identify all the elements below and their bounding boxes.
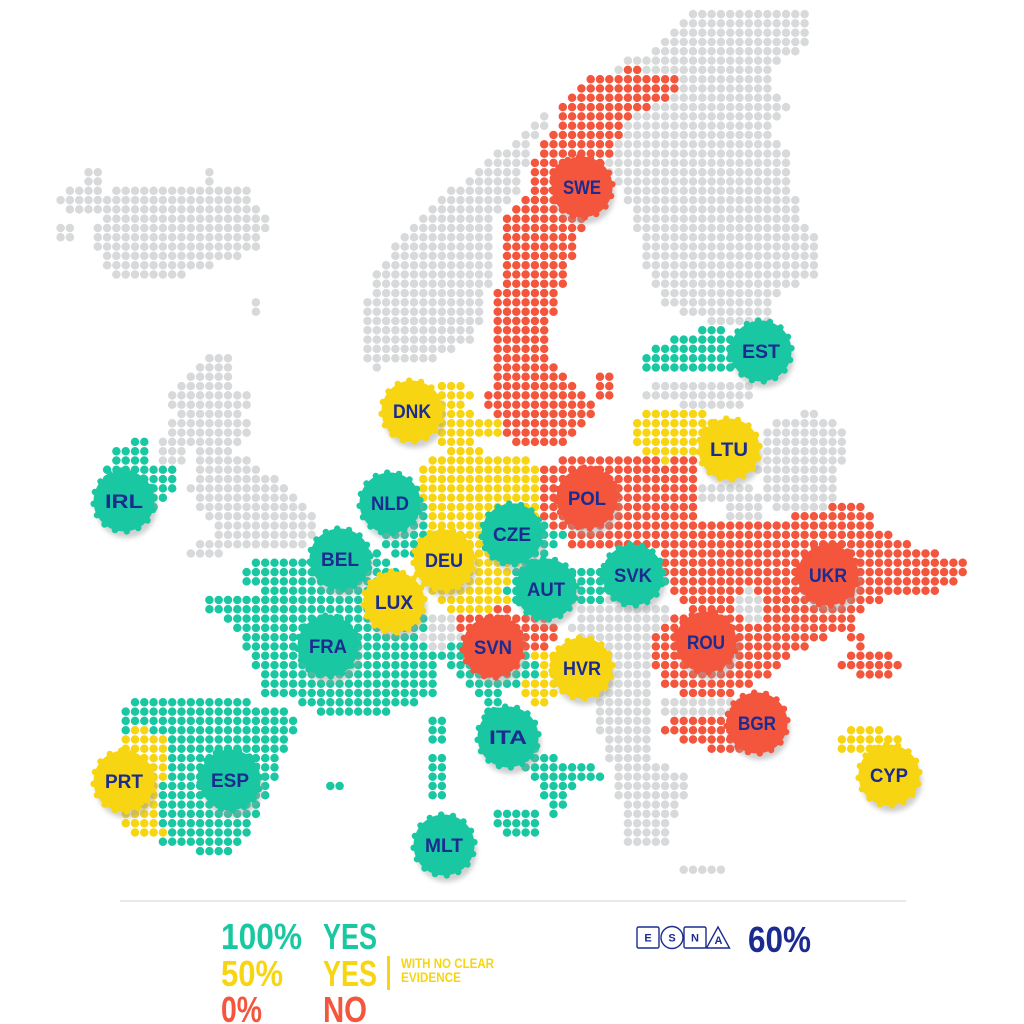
svg-text:50%: 50%: [221, 953, 283, 994]
svg-text:SVN: SVN: [474, 637, 512, 659]
svg-text:ESP: ESP: [211, 770, 249, 792]
svg-text:BGR: BGR: [738, 713, 776, 735]
svg-text:EVIDENCE: EVIDENCE: [401, 970, 461, 985]
svg-text:DNK: DNK: [393, 401, 431, 423]
svg-text:ITA: ITA: [489, 727, 527, 749]
svg-text:HVR: HVR: [563, 658, 601, 680]
svg-text:LTU: LTU: [710, 439, 748, 461]
svg-text:0%: 0%: [221, 989, 262, 1024]
svg-text:E: E: [644, 933, 651, 945]
svg-text:FRA: FRA: [309, 636, 347, 658]
svg-text:MLT: MLT: [425, 835, 463, 857]
svg-text:EST: EST: [742, 341, 780, 363]
svg-text:ROU: ROU: [687, 632, 725, 654]
svg-text:NO: NO: [323, 989, 367, 1024]
svg-text:WITH NO CLEAR: WITH NO CLEAR: [401, 956, 494, 971]
svg-text:BEL: BEL: [321, 549, 359, 571]
svg-text:YES: YES: [323, 953, 377, 994]
svg-text:PRT: PRT: [105, 771, 143, 793]
svg-text:DEU: DEU: [425, 550, 463, 572]
svg-text:UKR: UKR: [809, 565, 847, 587]
svg-text:AUT: AUT: [527, 579, 565, 601]
svg-text:IRL: IRL: [105, 491, 143, 513]
svg-text:POL: POL: [568, 488, 606, 510]
svg-text:NLD: NLD: [371, 493, 409, 515]
svg-text:60%: 60%: [748, 919, 811, 960]
svg-text:N: N: [691, 933, 699, 945]
svg-text:SVK: SVK: [614, 565, 652, 587]
svg-text:SWE: SWE: [563, 177, 601, 199]
svg-text:CZE: CZE: [493, 524, 531, 546]
svg-text:100%: 100%: [221, 916, 302, 957]
svg-text:A: A: [715, 935, 723, 947]
svg-text:LUX: LUX: [375, 592, 413, 614]
svg-text:YES: YES: [323, 916, 377, 957]
svg-text:CYP: CYP: [870, 765, 908, 787]
svg-text:S: S: [668, 933, 675, 945]
